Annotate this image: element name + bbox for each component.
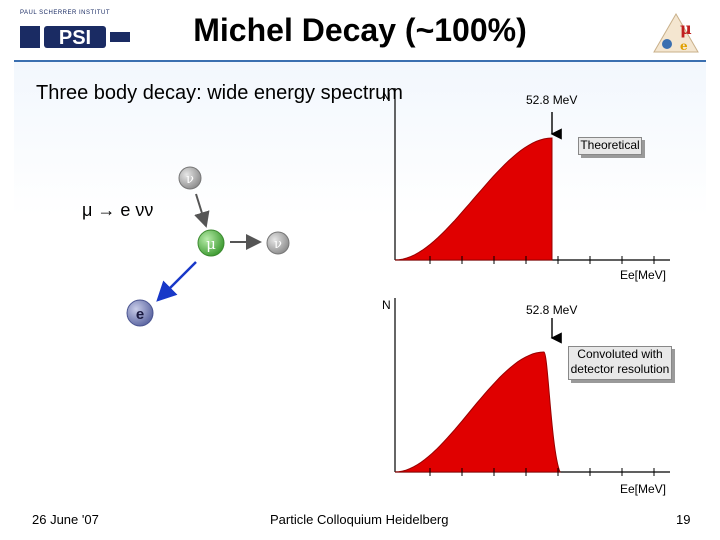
footer-event: Particle Colloquium Heidelberg [270, 512, 449, 527]
muon-symbol: μ [206, 235, 216, 253]
convoluted-callout-line1: Convoluted with [577, 347, 663, 361]
theoretical-spectrum-curve [394, 137, 553, 261]
bottom-endpoint-label: 52.8 MeV [526, 303, 578, 317]
electron-arrow [156, 261, 197, 302]
psi-logo: PSI [20, 26, 130, 49]
top-plot-xlabel: Ee[MeV] [620, 268, 667, 282]
neutrino-right-particle [266, 231, 290, 255]
slide-content [14, 62, 706, 504]
muon-to-neutrino-top-arrow [194, 193, 210, 228]
electron-symbol: e [136, 306, 144, 323]
bottom-plot-xlabel: Ee[MeV] [620, 482, 667, 496]
top-endpoint-label: 52.8 MeV [526, 93, 578, 107]
electron-particle [126, 299, 154, 327]
convoluted-spectrum-curve [394, 351, 561, 473]
neutrino-top-symbol: ν [186, 172, 194, 187]
neutrino-right-symbol: ν [274, 237, 282, 252]
theoretical-spectrum-plot [394, 88, 670, 264]
bottom-plot-ticks [429, 468, 655, 476]
theoretical-callout-text: Theoretical [580, 138, 640, 152]
header-rule [14, 60, 706, 62]
footer-page-number: 19 [676, 512, 691, 527]
bottom-plot-ylabel: N [382, 298, 391, 312]
intro-text: Three body decay: wide energy spectrum [36, 82, 403, 104]
muon-particle [197, 229, 225, 257]
top-plot-ylabel: N [382, 90, 391, 104]
theoretical-callout: Theoretical [578, 137, 642, 155]
top-plot-ticks [429, 256, 655, 264]
neutrino-top-particle [178, 166, 202, 190]
convoluted-callout: Convoluted with detector resolution [568, 346, 672, 380]
psi-logo-text: PSI [59, 27, 91, 49]
convoluted-spectrum-plot [394, 298, 670, 476]
svg-text:e: e [680, 39, 688, 53]
convoluted-callout-line2: detector resolution [570, 362, 670, 376]
slide-title: Michel Decay (~100%) [193, 12, 527, 48]
decay-equation: μ → e νν [82, 200, 154, 220]
psi-logo-caption: PAUL SCHERRER INSTITUT [20, 10, 111, 16]
footer-date: 26 June '07 [32, 512, 99, 527]
muon-lab-logo-icon: μ e [653, 13, 699, 53]
svg-text:μ: μ [680, 19, 692, 38]
slide-header [0, 0, 720, 62]
